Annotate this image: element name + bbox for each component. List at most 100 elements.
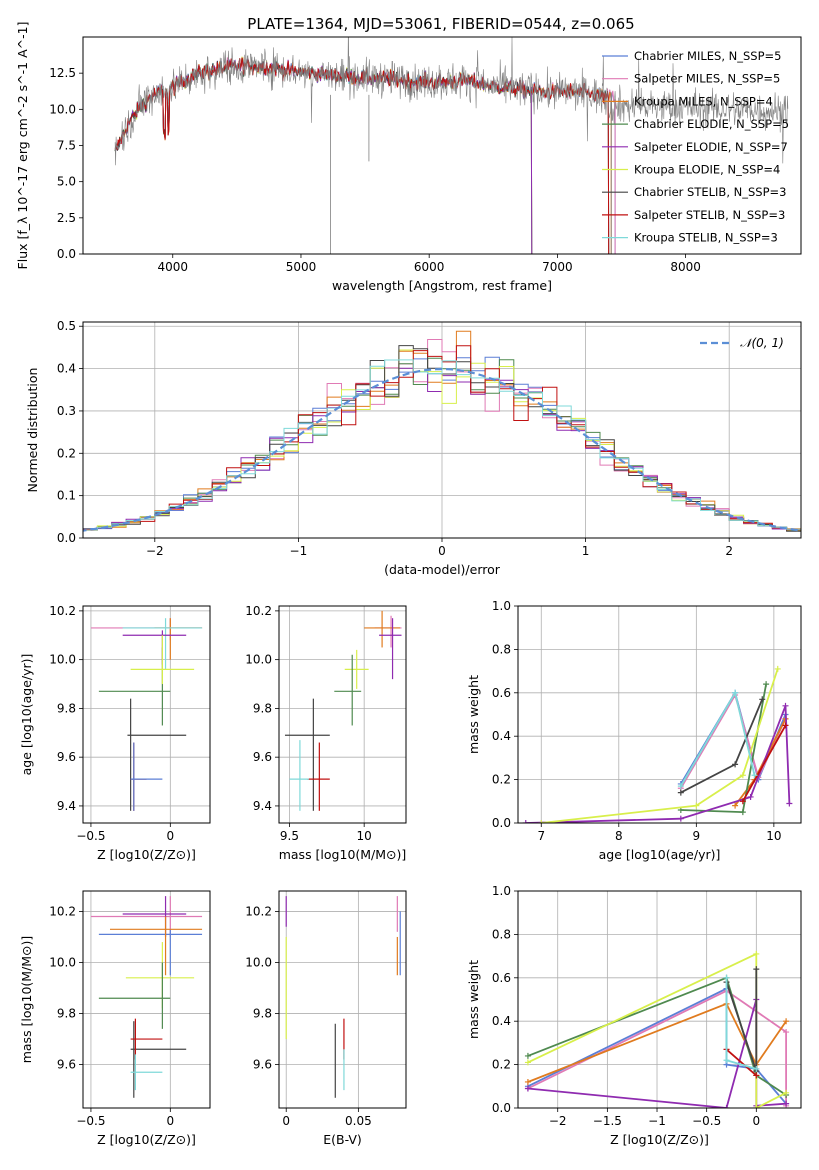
spectrum-legend: Chabrier MILES, N_SSP=5 Salpeter MILES, N… [602, 49, 789, 245]
y-tick-label: 0.2 [57, 446, 76, 460]
legend-entry: Chabrier MILES, N_SSP=5 [634, 49, 781, 63]
x-tick-label: 2 [725, 544, 733, 558]
mass-weight-marker [524, 1052, 531, 1059]
y-tick-label: 9.6 [57, 750, 76, 764]
y-tick-label: 0.6 [492, 686, 511, 700]
mass-weight-marker [723, 1057, 730, 1064]
mass-weight-marker [739, 798, 746, 805]
errorbar-point [122, 618, 203, 670]
x-tick-label: 1 [582, 544, 590, 558]
plot-area [90, 618, 203, 811]
y-tick-label: 5.0 [57, 175, 76, 189]
x-tick-label: −1.5 [593, 1114, 622, 1128]
errorbar-point [344, 649, 369, 689]
mass-weight-marker [753, 1105, 760, 1108]
errorbar-point [127, 698, 187, 811]
errorbar-point [154, 618, 203, 660]
mass-weight-marker [753, 1065, 760, 1072]
mass-weight-marker [524, 1059, 531, 1066]
x-axis-label: age [log10(age/yr)] [599, 847, 721, 862]
x-tick-label: 8000 [670, 260, 701, 274]
y-tick-label: 9.8 [57, 701, 76, 715]
y-tick-label: 0.0 [492, 1101, 511, 1115]
y-tick-label: 9.4 [57, 799, 76, 813]
legend-entry: 𝒩(0, 1) [740, 336, 784, 350]
y-tick-label: 0.2 [492, 1058, 511, 1072]
mass-weight-marker [774, 665, 781, 672]
mass-weight-line [541, 668, 779, 823]
x-tick-label: −0.5 [692, 1114, 721, 1128]
errorbar-point [334, 654, 362, 726]
errorbar-point [98, 962, 171, 1029]
axes-frame [517, 890, 802, 1109]
y-axis-label: age [log10(age/yr)] [19, 654, 34, 776]
mass-weight-marker [783, 1018, 790, 1025]
y-tick-label: 10.0 [49, 955, 76, 969]
mass-weight-marker [524, 1085, 531, 1092]
mass-weight-marker [753, 966, 760, 973]
legend-entry: Salpeter ELODIE, N_SSP=7 [634, 140, 788, 154]
errorbar-point [289, 740, 309, 811]
errorbar-point [98, 647, 171, 726]
y-tick-label: 2.5 [57, 211, 76, 225]
y-tick-label: 7.5 [57, 139, 76, 153]
age-vs-mass-panel: 9.5 10 9.4 9.6 9.8 10.0 10.2 mass [log10(M/M⊙)] [245, 604, 407, 862]
x-axis-label: mass [log10(M/M⊙)] [279, 847, 407, 862]
y-tick-label: 0.0 [492, 816, 511, 830]
x-tick-label: 7 [537, 829, 545, 843]
mass-weight-marker [747, 793, 754, 800]
plot-area [90, 896, 203, 1098]
y-tick-label: 9.6 [253, 1058, 272, 1072]
x-tick-label: 0 [166, 1114, 174, 1128]
plot-area [114, 37, 789, 254]
errorbar-point [130, 635, 195, 685]
legend-entry: Salpeter STELIB, N_SSP=3 [634, 208, 785, 222]
y-tick-label: 0.4 [492, 729, 511, 743]
axes-frame [278, 605, 407, 824]
y-tick-label: 0.6 [492, 971, 511, 985]
errorbar-point [130, 1054, 163, 1091]
mass-weight-marker [782, 722, 789, 729]
mass-weight-marker [753, 1072, 760, 1079]
y-axis-label: Flux [f_λ 10^-17 erg cm^-2 s^-1 A^-1] [15, 22, 30, 270]
x-tick-label: −0.5 [76, 829, 105, 843]
y-tick-label: 9.6 [57, 1058, 76, 1072]
massweight-vs-metallicity-panel: −2 −1.5 −1 −0.5 0 0.0 0.2 0.4 0.6 0.8 1.0 Z [log10(… [466, 884, 802, 1147]
x-tick-label: 0 [282, 1114, 290, 1128]
y-axis-label: mass weight [466, 675, 481, 754]
plot-area [284, 610, 402, 811]
errorbar-point [307, 742, 330, 811]
y-tick-label: 10.2 [245, 604, 272, 618]
plot-area [83, 330, 801, 533]
errorbar-point [374, 615, 402, 648]
errorbar-point [130, 1018, 163, 1060]
mass-weight-marker [677, 783, 684, 790]
errorbar-point [130, 742, 147, 811]
age-vs-metallicity-panel: −0.5 0 9.4 9.6 9.8 10.0 10.2 Z [log10(Z/Z⊙)] age… [19, 604, 211, 862]
y-tick-label: 10.0 [245, 955, 272, 969]
y-tick-label: 0.0 [57, 531, 76, 545]
axes-frame [82, 890, 211, 1109]
axes-frame [517, 605, 802, 824]
y-tick-label: 0.5 [57, 319, 76, 333]
y-tick-label: 0.2 [492, 773, 511, 787]
legend-entry: Kroupa ELODIE, N_SSP=4 [634, 163, 780, 177]
y-tick-label: 10.2 [49, 604, 76, 618]
mass-weight-marker [783, 1029, 790, 1036]
mass-weight-marker [524, 1078, 531, 1085]
x-axis-label: Z [log10(Z/Z⊙)] [610, 1132, 709, 1147]
x-axis-label: E(B-V) [323, 1132, 362, 1147]
mass-weight-marker [786, 800, 793, 807]
mass-weight-marker [522, 820, 529, 823]
figure-title: PLATE=1364, MJD=53061, FIBERID=0544, z=0… [247, 15, 634, 33]
legend-entry: Salpeter MILES, N_SSP=5 [634, 72, 780, 86]
mass-weight-marker [732, 761, 739, 768]
mass-vs-metallicity-panel: −0.5 0 9.6 9.8 10.0 10.2 Z [log10(Z/Z⊙)] mass [… [19, 890, 211, 1147]
mass-weight-marker [783, 1089, 790, 1096]
x-tick-label: 7000 [542, 260, 573, 274]
plot-area [524, 950, 790, 1108]
mass-weight-marker [693, 802, 700, 809]
y-tick-label: 9.8 [253, 1007, 272, 1021]
x-tick-label: 0 [752, 1114, 760, 1128]
